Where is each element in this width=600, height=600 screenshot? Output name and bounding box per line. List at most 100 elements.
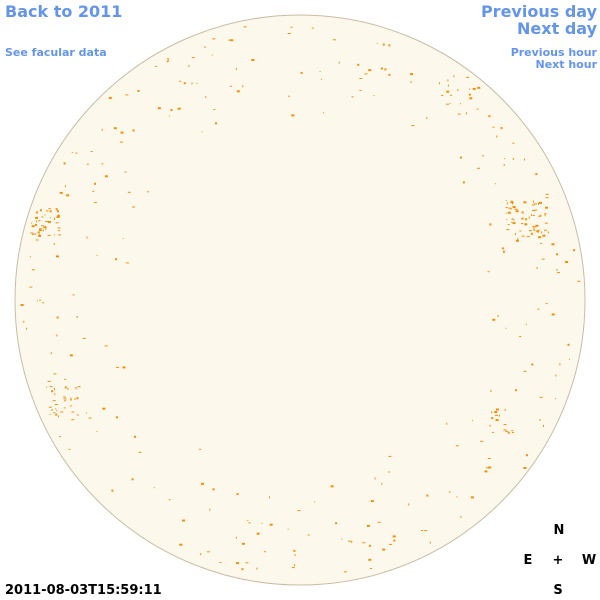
facula [438,82,440,85]
facula [69,405,72,407]
facula [569,358,570,360]
facula [497,315,499,318]
facula [167,59,169,62]
previous-hour-link[interactable]: Previous hour [511,46,598,59]
facula [241,542,245,545]
facula [48,406,52,408]
facula [76,397,79,400]
facula [41,216,44,218]
facula [29,256,31,258]
facula [44,214,46,216]
facula [519,336,522,337]
facula [93,202,97,204]
next-day-link[interactable]: Next day [517,19,598,38]
facula [492,431,494,433]
facula [40,209,42,212]
next-hour-link[interactable]: Next hour [536,58,598,71]
facula [481,155,484,157]
facula [496,135,498,138]
facula [523,467,527,469]
facula [132,206,136,208]
facula [120,131,124,134]
facular-link[interactable]: See facular data [5,46,107,59]
facula [55,222,59,224]
facula [507,211,511,214]
facula [228,39,232,41]
facula [39,233,41,235]
facula [447,79,449,82]
facula [504,408,506,411]
facula [351,96,354,98]
facula [541,258,545,260]
facula [68,448,71,450]
facula [374,477,376,480]
facula [368,558,372,561]
facula [495,419,499,422]
facula [515,210,519,213]
facula [332,39,336,41]
facula [269,523,273,526]
facula [501,247,504,250]
facula [351,540,353,543]
facula [31,269,35,271]
facula [104,175,108,178]
facula [115,416,118,419]
facula [39,228,43,230]
facula [120,141,123,143]
facula [370,500,374,503]
facula [531,363,534,366]
facula [321,78,322,80]
facula [230,39,234,42]
facula [45,227,47,230]
facula [63,162,66,165]
facula [82,337,86,339]
facula [47,234,51,236]
facula [359,78,363,79]
facula [177,107,181,110]
facula [426,117,428,119]
facula [388,471,390,473]
facula [35,220,37,223]
facula [512,219,515,221]
previous-day-link[interactable]: Previous day [481,2,598,21]
facula [167,58,169,60]
facula [88,417,92,419]
facula [515,239,519,242]
facula [291,114,295,117]
facula [56,334,58,337]
facula [297,510,301,512]
facula [35,223,37,226]
facula [536,229,540,231]
facula [236,493,239,496]
facula [191,82,193,85]
facula [51,409,54,411]
facula [70,399,72,401]
facula [256,532,260,535]
facula [64,378,67,380]
facula [48,208,51,210]
facula [157,107,161,110]
facula [410,73,413,76]
back-link[interactable]: Back to 2011 [5,2,122,21]
facula [450,94,453,96]
facula [182,519,185,522]
facula [56,210,59,213]
facula [539,419,541,421]
facula [168,499,171,501]
facula [460,516,462,519]
facula [294,554,296,556]
facula [38,234,42,237]
facula [557,272,560,274]
facula [364,73,368,75]
facula [64,400,66,402]
facula [108,96,112,99]
facula [470,496,474,499]
facula [503,158,505,160]
facula [287,528,289,530]
facula [392,535,396,538]
facula [31,225,35,228]
facula [533,200,534,203]
facula [503,424,507,426]
facula [219,562,222,563]
